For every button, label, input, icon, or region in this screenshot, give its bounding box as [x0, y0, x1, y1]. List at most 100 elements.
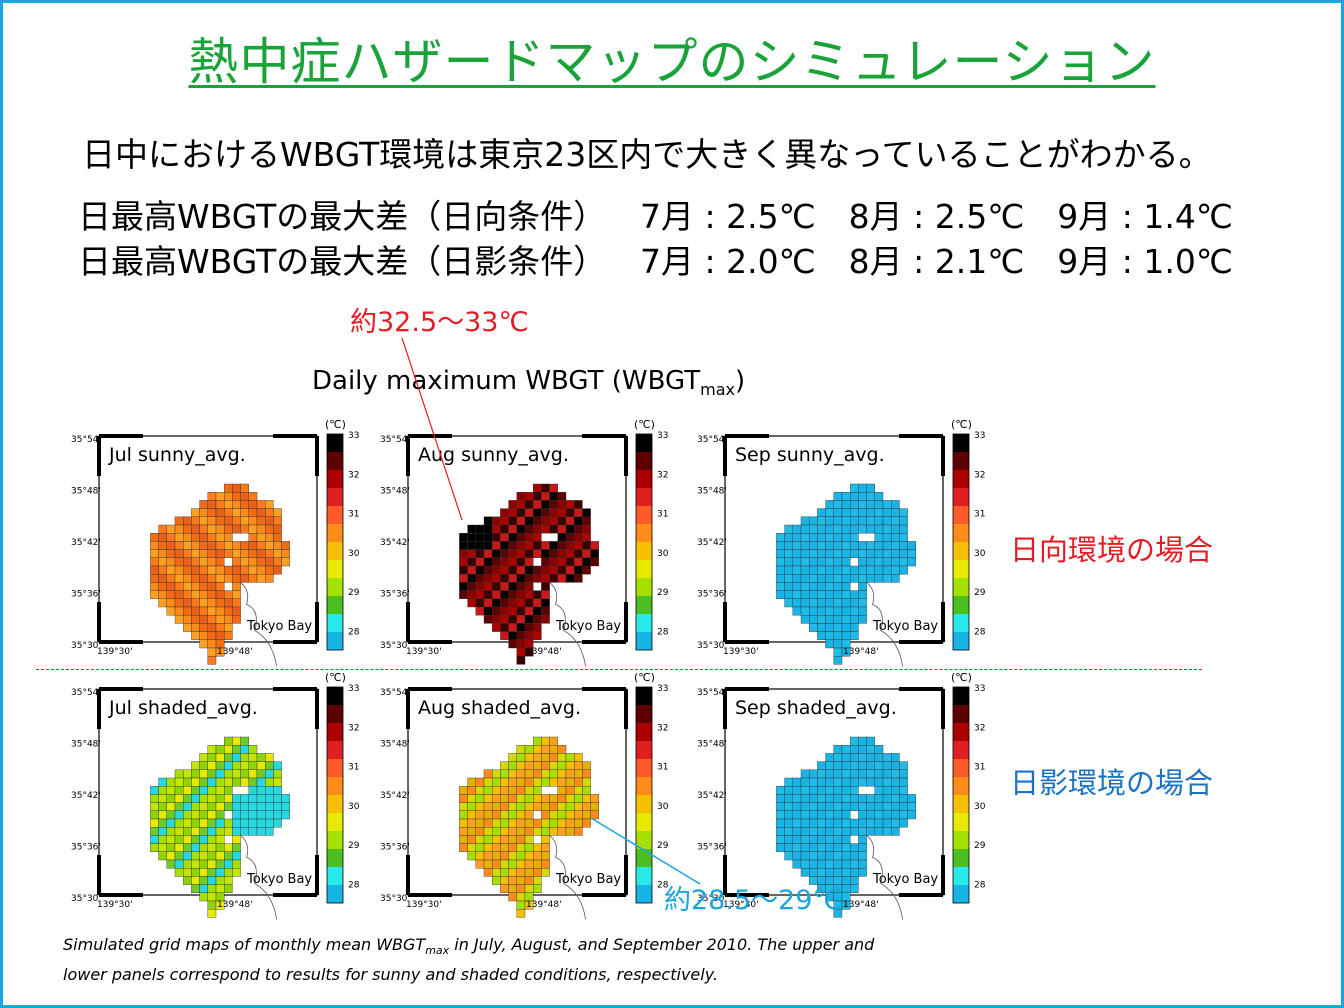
grid-cell: [475, 565, 485, 575]
grid-cell: [784, 532, 793, 542]
grid-cell: [516, 582, 526, 591]
grid-cell: [516, 753, 526, 762]
grid-cell: [491, 794, 501, 803]
grid-cell: [792, 557, 802, 567]
grid-cell: [199, 598, 209, 608]
grid-cell: [174, 541, 184, 550]
legend-tick-label: 33: [974, 431, 985, 441]
grid-cell: [491, 524, 501, 534]
grid-cell: [207, 516, 217, 526]
legend-swatch: [953, 470, 969, 488]
grid-cell: [590, 557, 600, 567]
grid-cell: [817, 843, 826, 853]
grid-cell: [508, 851, 518, 861]
grid-cell: [483, 573, 493, 583]
grid-cell: [817, 777, 826, 787]
grid-cell: [158, 582, 167, 591]
grid-cell: [524, 516, 534, 526]
legend-swatch: [953, 687, 969, 705]
grid-cell: [573, 557, 583, 567]
grid-cell: [166, 810, 176, 820]
grid-cell: [524, 541, 534, 550]
grid-cell: [817, 785, 826, 795]
grid-cell: [215, 876, 225, 885]
grid-cell: [516, 867, 526, 877]
grid-cell: [191, 516, 200, 526]
grid-cell: [808, 549, 818, 559]
grid-cell: [849, 794, 859, 803]
grid-cell: [273, 516, 282, 526]
panel-label: Aug shaded_avg.: [418, 697, 581, 719]
grid-cell: [841, 582, 851, 591]
grid-cell: [817, 826, 826, 836]
grid-cell: [223, 785, 233, 795]
legend-swatch: [327, 777, 343, 795]
grid-cell: [240, 565, 250, 575]
grid-cell: [817, 614, 826, 624]
grid-cell: [833, 549, 843, 559]
grid-cell: [841, 524, 851, 534]
grid-cell: [565, 508, 575, 517]
grid-cell: [907, 810, 917, 820]
grid-cell: [532, 491, 542, 501]
grid-cell: [232, 500, 241, 509]
grid-cell: [792, 549, 802, 559]
grid-cell: [215, 769, 225, 779]
grid-cell: [874, 744, 884, 754]
grid-cell: [582, 532, 591, 542]
grid-cell: [833, 753, 843, 762]
grid-cell: [858, 810, 867, 820]
grid-cell: [215, 532, 225, 542]
grid-cell: [817, 851, 826, 861]
grid-cell: [890, 516, 900, 526]
grid-cell: [800, 516, 810, 526]
grid-cell: [858, 516, 867, 526]
grid-cell: [223, 606, 233, 616]
grid-cell: [890, 524, 900, 534]
grid-cell: [508, 892, 518, 902]
grid-cell: [182, 802, 192, 812]
grid-cell: [483, 769, 493, 779]
grid-cell: [516, 843, 526, 853]
grid-cell: [833, 835, 843, 844]
grid-cell: [248, 491, 258, 501]
grid-cell: [508, 631, 518, 641]
grid-cell: [549, 549, 559, 559]
grid-cell: [483, 826, 493, 836]
grid-cell: [549, 777, 559, 787]
grid-cell: [483, 843, 493, 853]
grid-cell: [475, 851, 485, 861]
grid-cell: [174, 835, 184, 844]
map-panel: Sep sunny_avg. Tokyo Bay 35°54' 35°48' 35°42…: [697, 412, 986, 667]
legend-swatch: [636, 434, 652, 452]
grid-cell: [874, 516, 884, 526]
grid-cell: [467, 851, 476, 861]
grid-cell: [166, 590, 176, 600]
grid-cell: [849, 769, 859, 779]
grid-cell: [532, 777, 542, 787]
grid-cell: [483, 859, 493, 869]
grid-cell: [532, 884, 542, 894]
grid-cell: [223, 516, 233, 526]
grid-cell: [207, 524, 217, 534]
grid-cell: [858, 483, 867, 493]
grid-cell: [281, 557, 291, 567]
grid-cell: [491, 573, 501, 583]
legend-tick-label: 33: [974, 684, 985, 694]
grid-cell: [825, 606, 835, 616]
grid-cell: [841, 785, 851, 795]
grid-cell: [256, 785, 266, 795]
grid-cell: [256, 573, 266, 583]
grid-cell: [858, 614, 867, 624]
grid-cell: [459, 557, 468, 567]
grid-cell: [541, 810, 550, 820]
grid-cell: [158, 818, 167, 828]
grid-cell: [199, 769, 209, 779]
legend-unit: (℃): [951, 671, 972, 684]
grid-cell: [899, 565, 908, 575]
legend-tick-label: 29: [348, 588, 360, 598]
grid-cell: [516, 541, 526, 550]
grid-cell: [508, 508, 518, 517]
grid-cell: [240, 736, 250, 746]
grid-cell: [866, 524, 876, 534]
